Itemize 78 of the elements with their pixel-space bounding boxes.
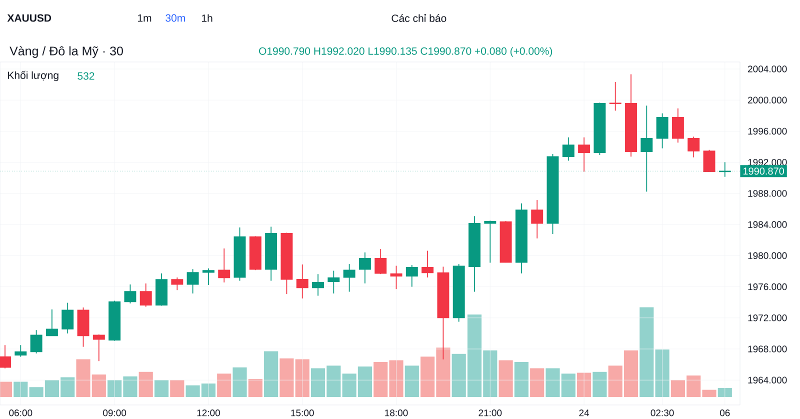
candlestick xyxy=(328,270,340,294)
text: 1m xyxy=(138,14,152,22)
y-tick-label: 1992.000 xyxy=(748,158,787,166)
y-tick-label: 1964.000 xyxy=(748,376,787,384)
candlestick xyxy=(92,334,105,362)
y-tick-label: 1988.000 xyxy=(748,190,787,197)
y-tick-label: 1976.000 xyxy=(748,283,787,290)
x-tick-label: 09:00 xyxy=(103,410,126,416)
candlestick xyxy=(406,264,418,288)
candlestick xyxy=(562,136,574,162)
x-tick-label: 21:00 xyxy=(478,410,502,416)
candlestick xyxy=(656,112,668,149)
y-tick-label: 1996.000 xyxy=(748,128,787,135)
text: Các chỉ báo xyxy=(392,14,446,22)
bar xyxy=(138,372,153,397)
candlestick xyxy=(484,220,496,264)
candlestick xyxy=(343,264,356,292)
y-tick-label: 2004.000 xyxy=(748,66,787,72)
candlestick xyxy=(30,330,42,354)
bar xyxy=(592,372,607,397)
text: 1h xyxy=(202,14,212,22)
bar xyxy=(170,380,184,397)
chart-subtitle: O1990.790 H1992.020 L1990.135 C1990.870 +0.080 (+0.00%) xyxy=(259,47,552,57)
candlestick xyxy=(218,248,230,283)
annotation: 532 xyxy=(78,72,94,80)
x-tick-label: 12:00 xyxy=(197,410,220,416)
candlestick xyxy=(390,265,402,290)
bar xyxy=(154,380,169,397)
text: 30m xyxy=(166,14,185,22)
bar xyxy=(530,368,544,397)
candlestick xyxy=(296,264,308,299)
candlestick xyxy=(140,282,152,308)
chart-title: Vàng / Đô la Mỹ · 30 xyxy=(10,46,123,58)
bar xyxy=(232,367,247,397)
bar xyxy=(514,362,528,397)
candlestick xyxy=(422,250,434,278)
ref-line-label: 1990.870 xyxy=(743,168,784,175)
candlestick xyxy=(171,276,184,291)
y-tick-label: 1972.000 xyxy=(748,314,787,322)
candlestick xyxy=(312,274,324,296)
y-tick-label: 1984.000 xyxy=(748,221,787,228)
candlestick xyxy=(0,344,11,369)
x-tick-label: 15:00 xyxy=(291,410,314,416)
candlestick xyxy=(688,136,700,158)
bar xyxy=(217,374,232,397)
x-tick-label: 06 xyxy=(720,410,730,416)
bar xyxy=(404,366,419,397)
candlestick xyxy=(14,344,27,358)
candlestick xyxy=(46,308,58,336)
x-tick-label: 02:30 xyxy=(650,410,674,416)
x-tick-label: 18:00 xyxy=(385,410,408,416)
candlestick xyxy=(124,284,136,304)
x-tick-label: 24 xyxy=(579,410,590,416)
candlestick xyxy=(186,268,199,294)
bar xyxy=(577,372,592,397)
bar xyxy=(280,358,294,397)
bar xyxy=(498,360,513,397)
candlestick xyxy=(62,302,74,334)
candlestick xyxy=(609,82,622,112)
candlestick xyxy=(578,136,590,172)
bar xyxy=(718,388,732,397)
bar xyxy=(264,351,278,397)
candlestick xyxy=(703,149,716,172)
text: XAUUSD xyxy=(7,14,52,22)
candlestick xyxy=(202,268,214,286)
candlestick xyxy=(531,200,544,239)
candlestick xyxy=(374,248,387,275)
bar xyxy=(295,359,310,397)
bar xyxy=(248,379,262,397)
bar xyxy=(655,349,670,397)
y-tick-label: 1980.000 xyxy=(748,252,787,260)
y-tick-label: 2000.000 xyxy=(748,96,787,104)
bar xyxy=(640,307,654,397)
x-tick-label: 06:00 xyxy=(9,410,32,416)
y-tick-label: 1968.000 xyxy=(748,346,787,352)
annotation: Khối lượng xyxy=(8,70,58,82)
candlestick xyxy=(672,108,684,144)
candlestick xyxy=(358,252,371,284)
